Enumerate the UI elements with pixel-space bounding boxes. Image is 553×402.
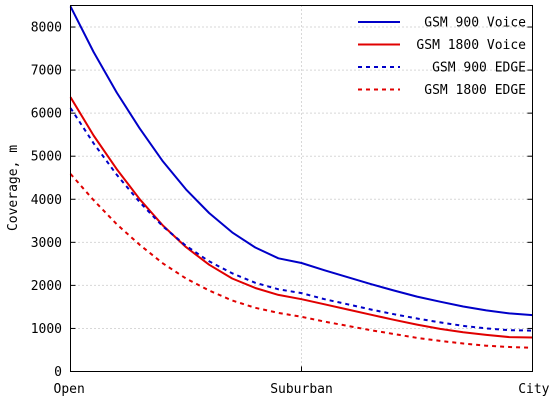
y-tick-label: 3000 (31, 236, 62, 251)
y-tick-label: 2000 (31, 279, 62, 294)
y-tick-label: 5000 (31, 150, 62, 165)
y-tick-label: 8000 (31, 21, 62, 36)
y-tick-label: 6000 (31, 107, 62, 122)
legend-label: GSM 900 EDGE (432, 61, 526, 76)
plot-frame (70, 5, 533, 372)
x-tick-label: Suburban (270, 382, 333, 397)
x-tick-label: Open (54, 382, 85, 397)
x-tick-labels: Open Suburban City (54, 382, 550, 397)
y-tick-label: 0 (54, 365, 62, 380)
y-axis-label: Coverage, m (6, 145, 21, 231)
series-line-gsm-900-voice (69, 5, 533, 317)
series-line-gsm-1800-edge (69, 173, 533, 349)
legend: GSM 900 Voice GSM 1800 Voice GSM 900 EDGE G… (358, 16, 526, 98)
legend-label: GSM 1800 Voice (416, 38, 526, 53)
y-tick-labels: 0 1000 2000 3000 4000 5000 6000 7000 8000 (31, 21, 62, 380)
series-line-gsm-1800-voice (69, 96, 533, 339)
series-line-gsm-900-edge (69, 107, 533, 332)
grid-lines (70, 5, 533, 372)
x-tick-label: City (518, 382, 549, 397)
legend-label: GSM 1800 EDGE (424, 83, 526, 98)
y-tick-label: 7000 (31, 64, 62, 79)
legend-label: GSM 900 Voice (424, 16, 526, 31)
series-lines (69, 5, 533, 349)
y-tick-label: 1000 (31, 322, 62, 337)
y-tick-label: 4000 (31, 193, 62, 208)
